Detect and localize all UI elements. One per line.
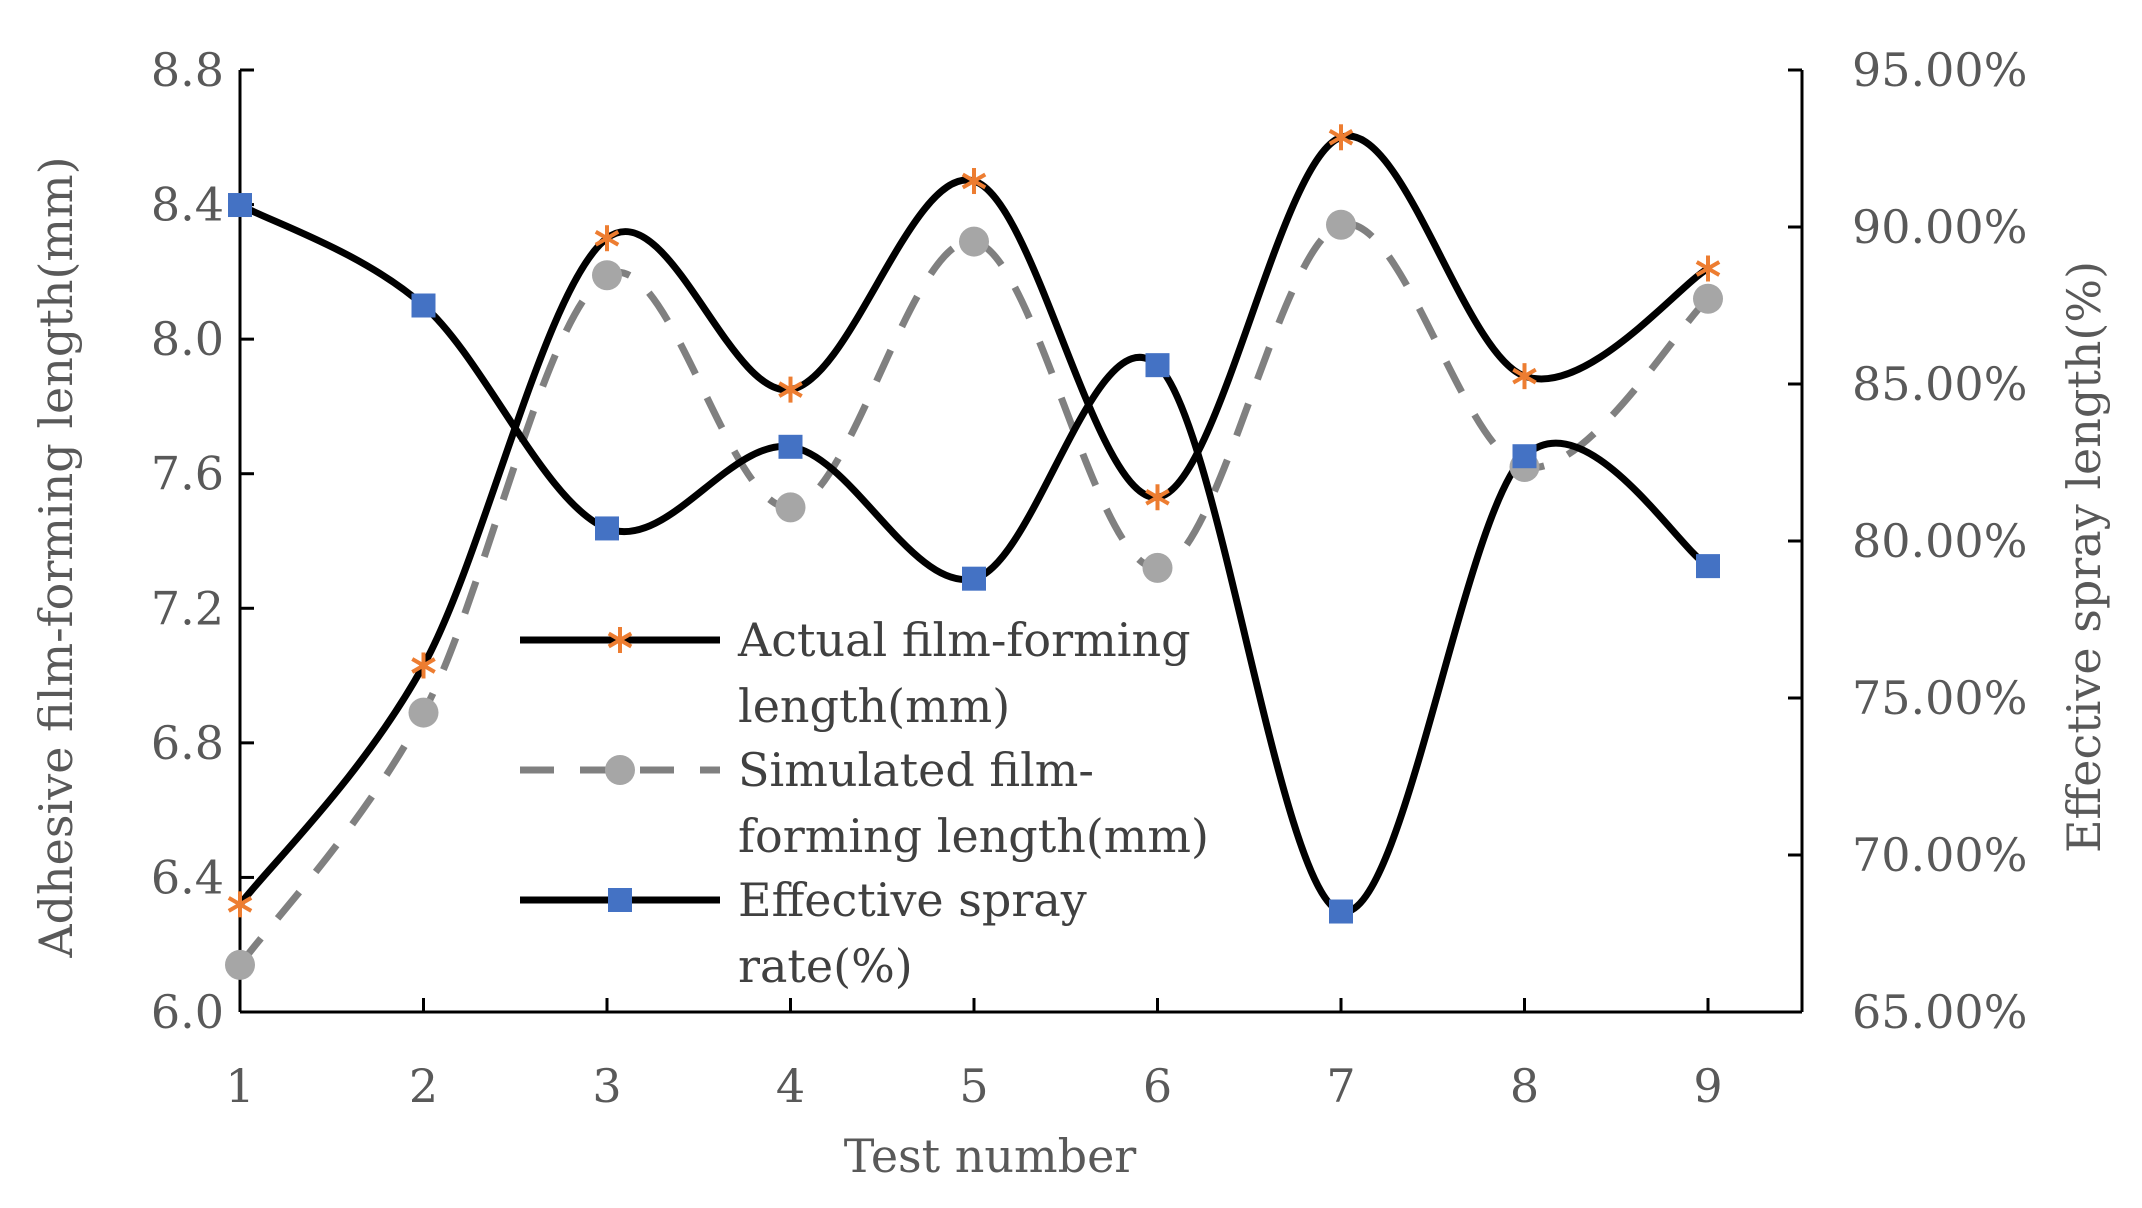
series-1-point — [778, 376, 803, 403]
right-tick-label: 95.00% — [1852, 43, 2027, 97]
left-tick-label: 6.0 — [151, 985, 224, 1039]
right-axis-title: Effective spray length(%) — [2057, 261, 2111, 853]
series-2-point — [225, 949, 255, 980]
x-tick-label: 9 — [1693, 1059, 1722, 1113]
series-1-point — [411, 652, 436, 679]
x-axis-title: Test number — [844, 1129, 1137, 1183]
series-line-3 — [236, 201, 1712, 916]
series-1-point — [961, 168, 987, 195]
series-3-point — [778, 434, 803, 459]
left-tick-label: 7.6 — [151, 447, 224, 501]
right-tick-label: 65.00% — [1852, 985, 2027, 1039]
legend-marker-3 — [608, 888, 632, 912]
left-tick-label: 8.8 — [151, 43, 224, 97]
legend-label-3: rate(%) — [738, 939, 913, 993]
series-2-point — [408, 697, 439, 728]
series-2-point — [1142, 552, 1173, 583]
series-2-point — [592, 260, 622, 291]
right-tick-label: 80.00% — [1852, 514, 2027, 568]
legend-layer: Actual film-forming length(mm) Simulated f… — [520, 613, 1209, 993]
series-3-point — [1696, 554, 1720, 579]
legend-marker-1 — [607, 627, 633, 653]
series-2-point — [775, 492, 806, 523]
x-tick-label: 3 — [592, 1059, 621, 1113]
series-3-point — [1145, 353, 1170, 378]
legend-label-3: Effective spray — [738, 873, 1087, 927]
left-tick-label: 8.4 — [151, 178, 224, 232]
right-tick-label: 85.00% — [1852, 357, 2027, 411]
left-tick-label: 8.0 — [151, 312, 224, 366]
series-1-point — [1695, 255, 1721, 282]
legend-label-2: forming length(mm) — [738, 809, 1209, 863]
left-tick-label: 7.2 — [151, 581, 224, 635]
series-1-point — [594, 225, 620, 252]
series-1-point — [1328, 124, 1354, 151]
right-tick-label: 90.00% — [1852, 200, 2027, 254]
series-3-point — [962, 566, 986, 591]
axes-layer: 6.0 6.4 6.8 7.2 7.6 8.0 8.4 8.8 65.00% 70.00% 75.0… — [151, 43, 2028, 1113]
series-2-point — [959, 226, 989, 257]
series-3-point — [595, 516, 619, 541]
series-1-point — [1145, 484, 1170, 511]
legend-label-1: Actual film-forming — [737, 613, 1191, 667]
x-tick-label: 1 — [225, 1059, 254, 1113]
series-2-point — [1326, 209, 1356, 240]
x-tick-label: 5 — [959, 1059, 988, 1113]
series-3-point — [411, 293, 436, 318]
series-2-point — [1693, 283, 1723, 314]
x-tick-label: 6 — [1143, 1059, 1172, 1113]
series-1-point — [227, 891, 253, 918]
left-axis-title: Adhesive film-forming length(mm) — [29, 156, 83, 958]
legend-label-2: Simulated film- — [738, 743, 1094, 797]
series-3-point — [1512, 444, 1537, 469]
series-3-point — [228, 193, 252, 218]
legend-marker-2 — [605, 755, 635, 785]
x-tick-label: 2 — [409, 1059, 438, 1113]
series-3-point — [1329, 899, 1353, 924]
x-tick-label: 8 — [1510, 1059, 1539, 1113]
x-tick-label: 4 — [776, 1059, 805, 1113]
left-tick-label: 6.4 — [151, 850, 224, 904]
right-tick-label: 75.00% — [1852, 671, 2027, 725]
series-layer — [225, 124, 1723, 980]
legend-label-1: length(mm) — [738, 679, 1010, 733]
right-tick-label: 70.00% — [1852, 828, 2027, 882]
x-tick-label: 7 — [1326, 1059, 1355, 1113]
left-tick-label: 6.8 — [151, 716, 224, 770]
series-line-2 — [237, 220, 1711, 967]
series-1-point — [1512, 363, 1537, 390]
